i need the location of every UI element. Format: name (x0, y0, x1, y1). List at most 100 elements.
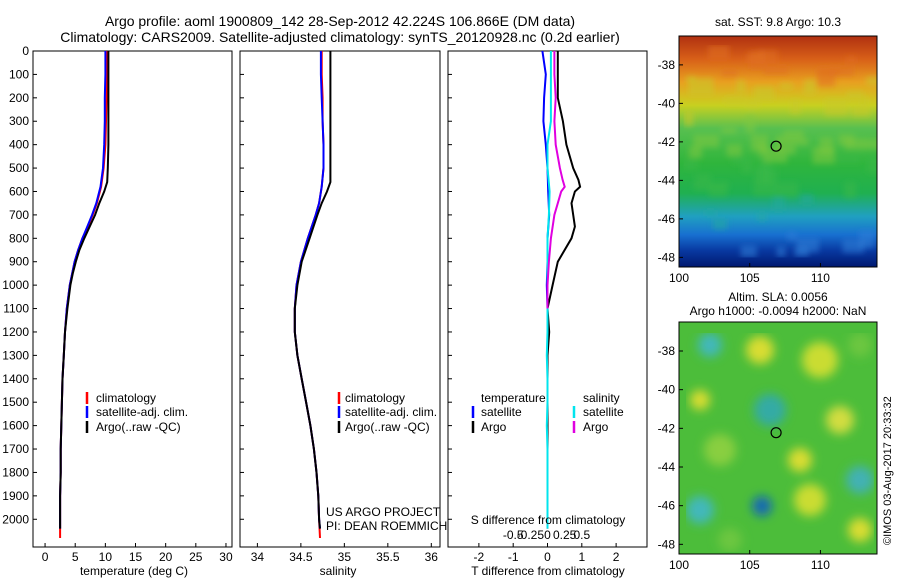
salinity-legend: climatology satellite-adj. clim. Argo(..… (337, 391, 437, 434)
t-difference-x-axis-label: T difference from climatology (471, 564, 625, 578)
sst-texture (732, 155, 747, 165)
temperature-profile-lines (59, 51, 110, 538)
x-tick-label-t: -1 (508, 550, 519, 564)
sst-texture (686, 76, 696, 83)
sst-texture (862, 138, 877, 150)
pi-annotation: PI: DEAN ROEMMICH (326, 519, 447, 533)
sst-texture (693, 134, 719, 148)
y-tick-label: 300 (9, 114, 29, 128)
y-tick-label: -40 (658, 383, 676, 397)
sst-map-axes: 100 105 110 -38 -40 -42 -44 -46 -48 (658, 58, 831, 285)
difference-legend: temperature salinity satellite Argo sate… (471, 391, 624, 434)
sla-map-panel: 100 105 110 -38 -40 -42 -44 -46 -48 Altim. SLA: … (658, 290, 878, 572)
difference-axes: -2 -1 0 1 2-0.5-0.25 0 0.250.5 (448, 50, 620, 564)
sst-heatmap (679, 36, 877, 267)
x-tick-label: 0 (42, 550, 49, 564)
sla-heatmap (679, 322, 877, 554)
series-line (546, 51, 566, 309)
sst-texture (695, 174, 711, 182)
sst-texture (790, 99, 801, 114)
y-tick-label: 900 (9, 255, 29, 269)
sst-texture (866, 76, 877, 86)
legend-label-temperature-argo: Argo (481, 420, 507, 434)
series-line (293, 51, 325, 539)
sst-map-panel: 100 105 110 -38 -40 -42 -44 -46 -48 sat. SST: 9.… (658, 15, 878, 285)
y-tick-label: 600 (9, 184, 29, 198)
y-tick-label: 1100 (3, 302, 29, 316)
sst-texture (726, 144, 742, 157)
y-tick-label: -44 (658, 173, 676, 187)
sst-texture (709, 184, 728, 197)
sst-texture (762, 165, 773, 184)
x-tick-label: 100 (669, 558, 689, 572)
sst-texture (750, 134, 769, 152)
sst-texture (785, 145, 796, 155)
salinity-plot-frame (239, 50, 441, 548)
temperature-plot-frame (32, 50, 233, 548)
sst-texture (784, 138, 809, 146)
sla-texture (754, 394, 786, 426)
series-line (293, 51, 332, 529)
salinity-profile-lines (293, 51, 332, 539)
x-tick-label: 10 (99, 550, 113, 564)
imos-timestamp: ©IMOS 03-Aug-2017 20:33:32 (882, 396, 894, 545)
x-tick-label: 35.5 (376, 550, 400, 564)
y-tick-label: 500 (9, 161, 29, 175)
salinity-x-axis-label: salinity (320, 564, 357, 578)
legend-label-satellite-adj: satellite-adj. clim. (96, 405, 188, 419)
sla-texture (802, 342, 838, 378)
sst-texture (772, 197, 785, 212)
sst-texture (812, 146, 835, 164)
sst-texture (684, 111, 694, 126)
x-tick-label: 15 (129, 550, 143, 564)
sla-texture (794, 484, 826, 516)
sst-texture (704, 209, 716, 216)
sla-texture (690, 390, 710, 410)
sst-texture (740, 245, 757, 258)
series-line (59, 51, 110, 529)
project-annotation: US ARGO PROJECT (326, 505, 441, 519)
sst-texture (851, 105, 871, 117)
temperature-panel: 0100200300400500600700800900100011001200… (2, 44, 233, 578)
y-tick-label: -42 (658, 421, 676, 435)
x-tick-label: 36 (425, 550, 439, 564)
x-tick-label: 35 (338, 550, 352, 564)
y-tick-label: 1600 (2, 419, 29, 433)
y-tick-label: -38 (658, 344, 676, 358)
series-line (59, 51, 107, 529)
sst-texture (794, 246, 809, 257)
sst-map-frame (678, 35, 878, 268)
argo-location-marker (770, 140, 782, 152)
difference-panel: -2 -1 0 1 2-0.5-0.25 0 0.250.5 temperature sal… (447, 50, 648, 578)
sla-texture (718, 528, 742, 552)
argo-location-marker (770, 427, 782, 439)
sst-texture (779, 83, 793, 90)
x-tick-label: 30 (219, 550, 233, 564)
temperature-axes: 0100200300400500600700800900100011001200… (2, 44, 233, 564)
salinity-axes: 34 34.5 35 35.5 36 (240, 50, 439, 564)
y-tick-label: -40 (658, 96, 676, 110)
sla-texture (848, 333, 872, 357)
x-tick-label: 25 (189, 550, 203, 564)
x-tick-label: 5 (72, 550, 79, 564)
x-tick-label-t: -2 (474, 550, 485, 564)
sst-texture (773, 182, 799, 197)
y-tick-label: -46 (658, 499, 676, 513)
y-tick-label: -46 (658, 212, 676, 226)
series-line (59, 51, 108, 538)
sst-texture (844, 138, 864, 150)
legend-label-climatology: climatology (96, 391, 156, 405)
x-tick-label: 100 (669, 271, 689, 285)
sst-texture (723, 96, 746, 105)
x-tick-label: 105 (740, 558, 760, 572)
sst-texture (688, 146, 702, 159)
y-tick-label: 1700 (2, 442, 29, 456)
y-tick-label: 1200 (2, 325, 29, 339)
sst-texture (844, 181, 857, 198)
x-tick-label-t: 2 (613, 550, 620, 564)
figure-title-line2: Climatology: CARS2009. Satellite-adjuste… (60, 29, 620, 45)
legend-label-climatology: climatology (345, 391, 405, 405)
salinity-panel: 34 34.5 35 35.5 36 climatology satellite-adj… (239, 50, 447, 578)
sst-texture (736, 80, 746, 94)
sst-texture (842, 239, 864, 253)
